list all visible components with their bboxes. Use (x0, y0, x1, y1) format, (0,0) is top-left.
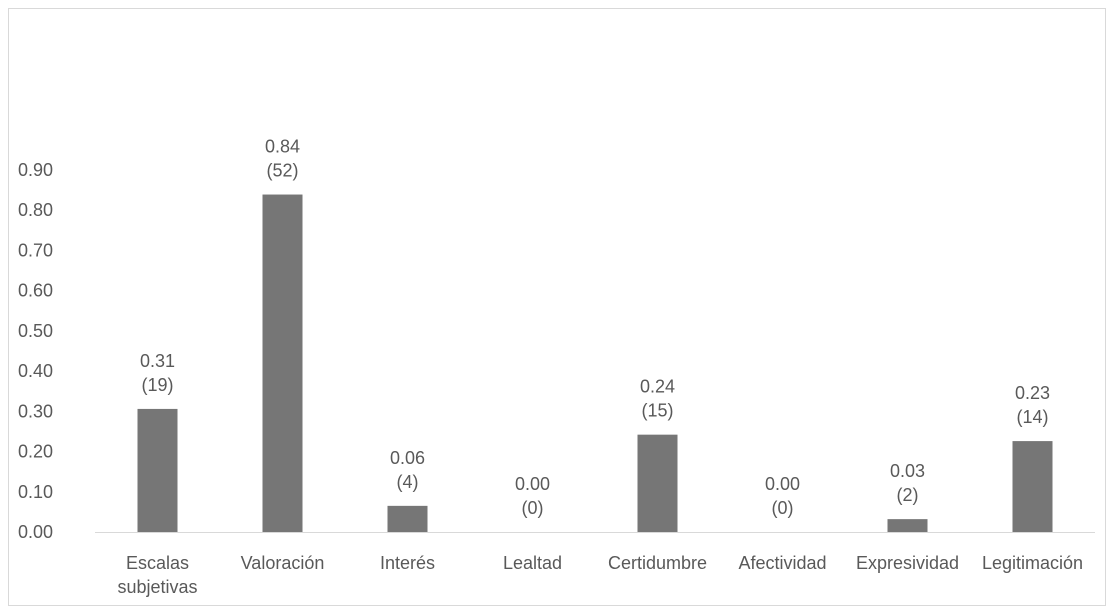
y-tick-label: 0.20 (18, 442, 53, 462)
category-label-6: Expresividad (856, 553, 959, 573)
chart-frame (8, 8, 1106, 606)
category-label-1: Valoración (241, 553, 325, 573)
data-label-value: 0.84 (265, 137, 300, 157)
data-label-1: 0.84 (52) (265, 137, 300, 181)
y-tick-label: 0.60 (18, 281, 53, 301)
category-label-line: Escalas (126, 553, 189, 573)
category-label-line: Legitimación (982, 553, 1083, 573)
data-label-value: 0.00 (765, 474, 800, 494)
y-tick-label: 0.70 (18, 240, 53, 260)
data-label-count: (14) (1016, 407, 1048, 427)
category-label-2: Interés (380, 553, 435, 573)
category-label-line: subjetivas (117, 577, 197, 597)
data-label-count: (4) (397, 472, 419, 492)
data-label-value: 0.23 (1015, 383, 1050, 403)
y-tick-label: 0.80 (18, 200, 53, 220)
data-label-6: 0.03 (2) (890, 461, 925, 505)
data-label-count: (52) (266, 161, 298, 181)
category-label-0: Escalas subjetivas (117, 553, 197, 597)
data-label-value: 0.03 (890, 461, 925, 481)
y-tick-label: 0.90 (18, 160, 53, 180)
y-axis-ticks: 0.00 0.10 0.20 0.30 0.40 0.50 0.60 0.70 0.80 0.90 (18, 160, 53, 542)
data-label-value: 0.06 (390, 448, 425, 468)
category-labels: Escalas subjetivas Valoración Interés Lealta… (117, 553, 1083, 597)
bar-2 (387, 505, 428, 532)
bar-4 (637, 434, 678, 532)
data-label-count: (15) (641, 401, 673, 421)
y-tick-label: 0.10 (18, 482, 53, 502)
data-label-0: 0.31 (19) (140, 351, 175, 395)
bar-0 (137, 408, 178, 532)
category-label-line: Interés (380, 553, 435, 573)
category-label-line: Valoración (241, 553, 325, 573)
data-label-count: (2) (897, 485, 919, 505)
data-label-2: 0.06 (4) (390, 448, 425, 492)
category-label-line: Lealtad (503, 553, 562, 573)
data-label-value: 0.31 (140, 351, 175, 371)
category-label-5: Afectividad (738, 553, 826, 573)
category-label-line: Afectividad (738, 553, 826, 573)
data-label-count: (19) (141, 375, 173, 395)
category-label-line: Certidumbre (608, 553, 707, 573)
data-label-3: 0.00 (0) (515, 474, 550, 518)
y-tick-label: 0.30 (18, 401, 53, 421)
data-label-5: 0.00 (0) (765, 474, 800, 518)
category-label-4: Certidumbre (608, 553, 707, 573)
data-label-value: 0.00 (515, 474, 550, 494)
data-label-value: 0.24 (640, 377, 675, 397)
data-labels: 0.31 (19)0.84 (52)0.06 (4) 0.00 (0)0.24 (15)0.… (140, 137, 1050, 518)
bars (137, 194, 1053, 532)
bar-7 (1012, 441, 1053, 532)
category-label-3: Lealtad (503, 553, 562, 573)
category-label-7: Legitimación (982, 553, 1083, 573)
data-label-count: (0) (772, 498, 794, 518)
bar-6 (887, 519, 928, 532)
y-tick-label: 0.40 (18, 361, 53, 381)
category-label-line: Expresividad (856, 553, 959, 573)
data-label-4: 0.24 (15) (640, 377, 675, 421)
data-label-count: (0) (522, 498, 544, 518)
bar-1 (262, 194, 303, 532)
data-label-7: 0.23 (14) (1015, 383, 1050, 427)
y-tick-label: 0.00 (18, 522, 53, 542)
y-tick-label: 0.50 (18, 321, 53, 341)
